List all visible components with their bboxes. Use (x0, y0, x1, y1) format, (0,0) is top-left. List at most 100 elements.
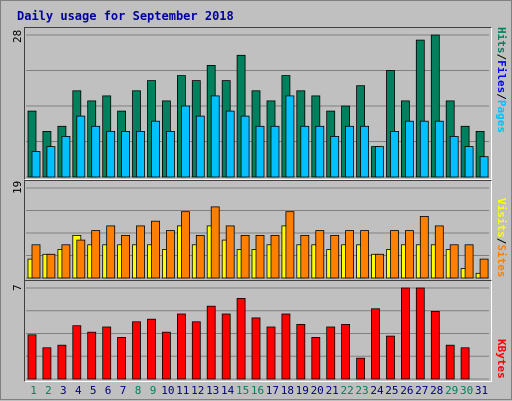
bar-files-day-17 (270, 125, 280, 178)
x-tick-label-day-18: 18 (281, 384, 294, 397)
bar-kbytes-day-24 (371, 308, 380, 380)
bar-visits-day-5 (91, 230, 101, 279)
bar-visits-day-21 (330, 234, 340, 279)
x-tick-label-day-1: 1 (30, 384, 37, 397)
bar-visits-day-3 (61, 244, 71, 279)
bar-files-day-4 (76, 115, 86, 178)
bar-visits-day-9 (151, 220, 160, 279)
x-tick-label-day-16: 16 (251, 384, 264, 397)
bar-visits-day-15 (240, 234, 250, 279)
bar-kbytes-day-23 (356, 357, 366, 380)
bar-visits-day-2 (46, 253, 56, 279)
bar-files-day-30 (464, 146, 474, 178)
bar-visits-day-1 (31, 244, 41, 279)
bar-files-day-14 (225, 110, 235, 178)
x-tick-label-day-20: 20 (311, 384, 324, 397)
bar-files-day-3 (61, 135, 71, 178)
bar-files-day-27 (419, 120, 429, 178)
bar-files-day-21 (330, 135, 340, 178)
x-tick-label-day-25: 25 (385, 384, 398, 397)
bar-visits-day-27 (419, 215, 429, 279)
bar-kbytes-day-8 (132, 321, 141, 380)
bar-kbytes-day-4 (72, 325, 82, 380)
bar-kbytes-day-28 (430, 310, 440, 380)
bar-kbytes-day-18 (281, 313, 291, 380)
bar-kbytes-day-19 (296, 323, 306, 380)
bar-kbytes-day-13 (206, 305, 216, 380)
bar-visits-day-17 (270, 234, 280, 279)
x-tick-label-day-28: 28 (430, 384, 443, 397)
x-tick-label-day-24: 24 (370, 384, 384, 397)
bar-visits-day-29 (449, 244, 459, 279)
bar-kbytes-day-9 (147, 318, 156, 380)
bar-kbytes-day-29 (445, 344, 455, 380)
bar-kbytes-day-6 (102, 326, 112, 380)
bar-kbytes-day-17 (266, 326, 276, 380)
bar-files-day-18 (285, 95, 295, 178)
bar-kbytes-day-12 (191, 321, 201, 380)
x-tick-label-day-14: 14 (221, 384, 235, 397)
x-tick-label-day-15: 15 (236, 384, 249, 397)
bar-visits-day-8 (136, 225, 145, 279)
bar-kbytes-day-22 (341, 323, 351, 380)
bar-visits-day-7 (121, 234, 130, 279)
bar-files-day-5 (91, 125, 101, 178)
bar-files-day-19 (300, 125, 310, 178)
x-tick-label-day-31: 31 (475, 384, 488, 397)
bar-kbytes-day-27 (415, 287, 425, 380)
x-tick-label-day-11: 11 (176, 384, 189, 397)
bar-files-day-16 (255, 125, 265, 178)
bar-visits-day-22 (345, 230, 355, 279)
bar-files-day-25 (390, 130, 399, 178)
bar-files-day-26 (404, 120, 414, 178)
bar-kbytes-day-21 (326, 326, 336, 380)
x-tick-label-day-9: 9 (150, 384, 157, 397)
bar-files-day-24 (375, 146, 384, 178)
bar-visits-day-11 (180, 211, 190, 279)
x-tick-label-day-10: 10 (161, 384, 174, 397)
bar-files-day-9 (151, 120, 160, 178)
bar-files-day-12 (195, 115, 205, 178)
x-tick-label-day-23: 23 (355, 384, 368, 397)
bar-files-day-20 (315, 125, 325, 178)
bar-files-day-7 (121, 130, 130, 178)
x-tick-label-day-2: 2 (45, 384, 52, 397)
bar-visits-day-16 (255, 234, 265, 279)
x-tick-label-day-29: 29 (445, 384, 458, 397)
x-tick-label-day-17: 17 (266, 384, 279, 397)
x-tick-label-day-30: 30 (460, 384, 473, 397)
bar-files-day-31 (479, 156, 489, 178)
bar-kbytes-day-11 (176, 313, 186, 380)
x-tick-label-day-26: 26 (400, 384, 413, 397)
bar-visits-day-25 (390, 230, 399, 279)
bar-files-day-6 (106, 130, 116, 178)
bar-visits-day-14 (225, 225, 235, 279)
bar-kbytes-day-25 (386, 335, 395, 380)
bar-files-day-22 (345, 125, 355, 178)
bar-visits-day-31 (479, 258, 489, 279)
bar-visits-day-12 (195, 234, 205, 279)
bar-visits-day-19 (300, 234, 310, 279)
bar-kbytes-day-26 (400, 287, 410, 380)
bar-files-day-28 (434, 120, 444, 178)
x-tick-label-day-6: 6 (105, 384, 112, 397)
chart-title: Daily usage for September 2018 (17, 9, 234, 23)
bar-visits-day-26 (404, 230, 414, 279)
x-tick-label-day-7: 7 (120, 384, 127, 397)
bar-visits-day-30 (464, 244, 474, 279)
x-tick-label-day-5: 5 (90, 384, 97, 397)
bar-kbytes-day-5 (87, 331, 97, 380)
bar-kbytes-day-16 (251, 317, 261, 380)
x-tick-label-day-19: 19 (296, 384, 309, 397)
bar-visits-day-24 (375, 253, 384, 279)
bar-visits-day-18 (285, 211, 295, 279)
bar-files-day-15 (240, 115, 250, 178)
bar-visits-day-23 (360, 230, 370, 279)
bar-kbytes-day-30 (460, 347, 470, 380)
x-tick-label-day-27: 27 (415, 384, 428, 397)
bar-files-day-23 (360, 125, 370, 178)
bar-kbytes-day-1 (27, 334, 37, 380)
bar-visits-day-4 (76, 239, 86, 279)
bar-kbytes-day-3 (57, 344, 67, 380)
